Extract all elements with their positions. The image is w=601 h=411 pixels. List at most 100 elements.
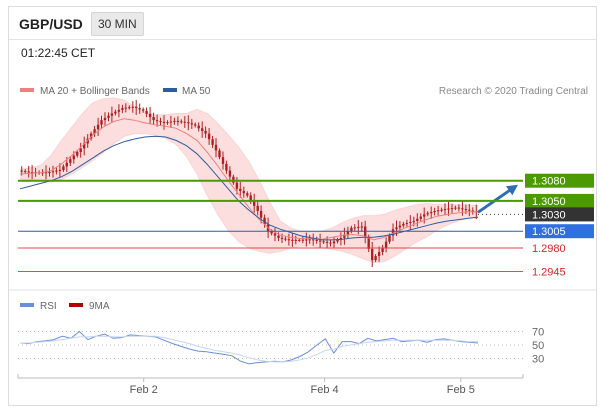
- candle-body: [256, 205, 259, 211]
- candle-body: [176, 120, 180, 122]
- candle-body: [114, 111, 117, 114]
- candle-body: [447, 208, 450, 210]
- level-label-support: 1.2980: [532, 243, 566, 255]
- rsi-legend-swatch: [20, 303, 34, 307]
- candle-body: [391, 229, 395, 236]
- level-label-current: 1.3030: [532, 209, 566, 221]
- candle-body: [301, 239, 304, 241]
- level-tag-current: [525, 207, 594, 222]
- level-tag-pivot: [525, 224, 594, 239]
- candle-body: [350, 227, 353, 232]
- candle-body: [51, 171, 55, 173]
- candle-body: [69, 159, 72, 163]
- ma50-legend-swatch: [163, 88, 177, 92]
- candle-body: [371, 248, 374, 261]
- candle-body: [318, 240, 322, 242]
- candle-body: [405, 222, 409, 224]
- candle-body: [124, 107, 127, 109]
- candle-body: [214, 144, 218, 151]
- candle-body: [145, 110, 148, 114]
- ma20-legend-label: MA 20 + Bollinger Bands: [40, 86, 150, 97]
- candle-body: [121, 108, 124, 110]
- candle-body: [457, 207, 461, 209]
- level-tag-resistance: [525, 193, 594, 208]
- candle-body: [96, 124, 100, 130]
- candle-body: [384, 241, 388, 248]
- candle-body: [58, 170, 62, 171]
- rsi-tick-label-50: 50: [532, 340, 544, 352]
- candle-body: [259, 211, 263, 218]
- candle-body: [218, 150, 221, 158]
- candle-body: [374, 256, 377, 261]
- candle-body: [169, 121, 173, 123]
- candle-body: [468, 209, 471, 211]
- candle-body: [187, 122, 190, 124]
- candle-body: [249, 195, 252, 201]
- candle-body: [72, 155, 75, 160]
- candles: [20, 99, 478, 267]
- candle-body: [48, 172, 51, 173]
- candle-body: [353, 227, 356, 229]
- timeframe-button[interactable]: 30 MIN: [91, 12, 144, 36]
- candle-body: [339, 237, 343, 240]
- candle-body: [173, 120, 176, 122]
- candle-body: [443, 209, 447, 210]
- candle-body: [270, 231, 273, 234]
- ma50-line: [19, 135, 479, 241]
- candle-body: [89, 133, 93, 139]
- candle-body: [162, 122, 166, 123]
- rsi-series-line-1: [20, 335, 478, 363]
- candle-body: [461, 208, 464, 210]
- candle-body: [312, 239, 315, 241]
- candle-body: [329, 242, 332, 244]
- candle-body: [343, 234, 346, 238]
- candle-body: [398, 225, 402, 228]
- candle-body: [201, 128, 204, 131]
- candle-body: [207, 133, 211, 140]
- rsi-tick-label-30: 30: [532, 354, 544, 366]
- candle-body: [107, 115, 110, 118]
- candle-body: [128, 107, 131, 109]
- candle-body: [367, 237, 370, 249]
- candle-body: [246, 193, 249, 196]
- candle-body: [204, 130, 207, 134]
- candle-body: [44, 172, 48, 174]
- candle-body: [471, 210, 474, 212]
- candle-body: [100, 120, 103, 125]
- candle-body: [180, 121, 183, 123]
- candle-body: [30, 172, 34, 173]
- candle-body: [159, 121, 162, 123]
- candle-body: [305, 239, 308, 241]
- candle-body: [426, 213, 429, 215]
- level-label-resistance: 1.3050: [532, 196, 566, 208]
- candle-body: [464, 209, 468, 210]
- candle-body: [62, 166, 65, 170]
- candle-body: [308, 239, 311, 241]
- candle-body: [117, 109, 121, 112]
- candle-body: [242, 191, 245, 194]
- candle-body: [377, 252, 381, 256]
- candle-body: [183, 121, 186, 123]
- candle-body: [65, 162, 68, 167]
- candle-body: [280, 237, 284, 239]
- candle-body: [436, 210, 440, 212]
- candle-body: [239, 188, 242, 191]
- candle-body: [381, 248, 384, 252]
- candle-body: [197, 125, 200, 129]
- candle-body: [93, 129, 96, 134]
- candle-body: [83, 143, 86, 149]
- candle-body: [273, 233, 277, 236]
- rsi-legend-label: RSI: [40, 301, 57, 312]
- candle-body: [152, 117, 155, 121]
- x-tick-label: Feb 2: [130, 384, 158, 396]
- candle-body: [298, 239, 301, 241]
- candle-body: [360, 226, 363, 228]
- candle-body: [364, 226, 367, 238]
- level-label-pivot: 1.3005: [532, 226, 566, 238]
- chart-frame: GBP/USD 30 MIN 01:22:45 CET: [8, 6, 597, 406]
- candle-body: [409, 222, 412, 223]
- candle-body: [395, 227, 398, 230]
- rsi-ma-legend-label: 9MA: [89, 301, 110, 312]
